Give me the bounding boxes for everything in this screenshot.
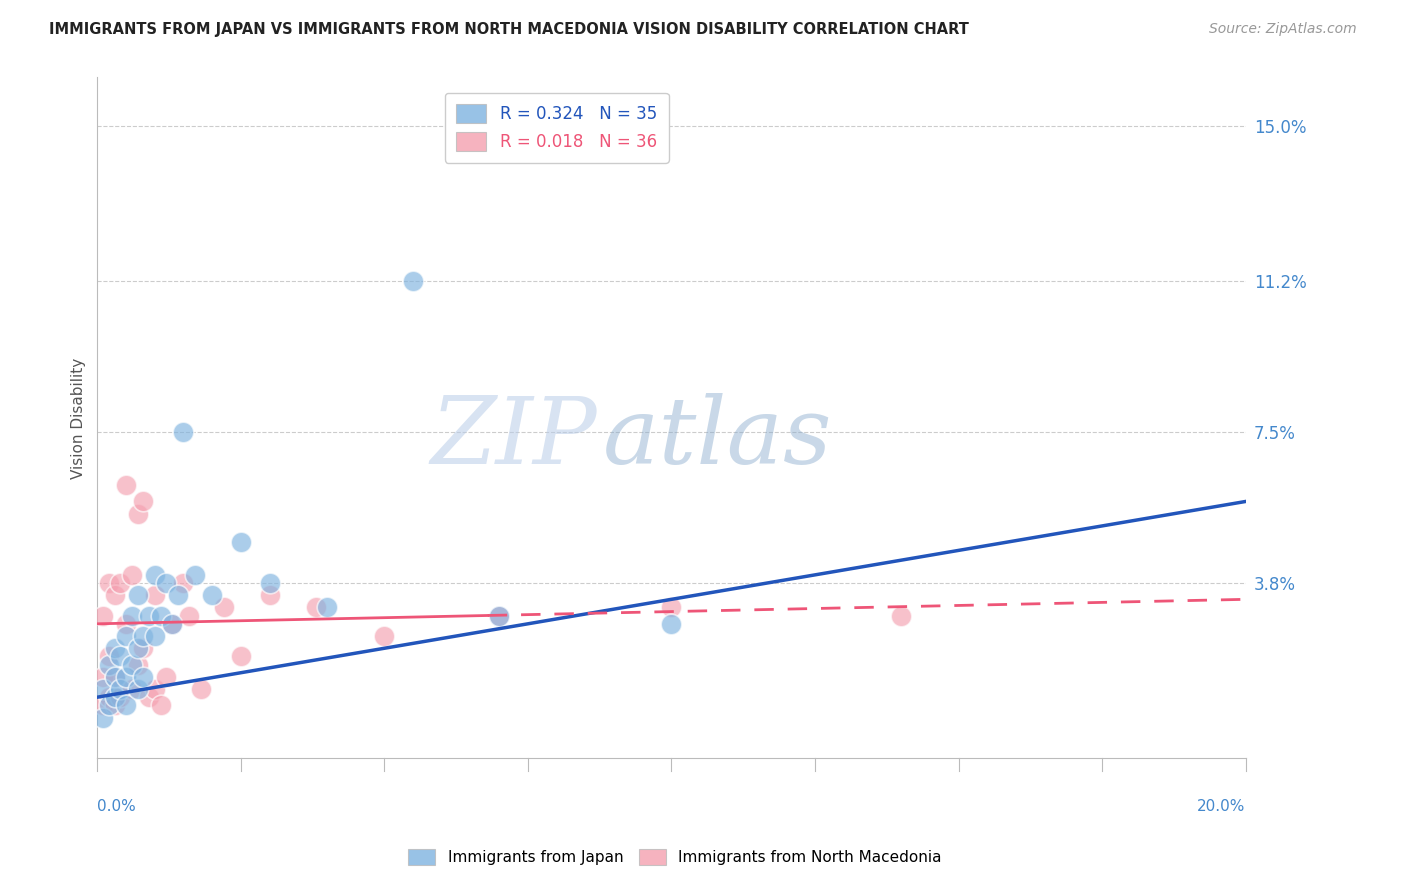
- Text: atlas: atlas: [603, 393, 832, 483]
- Point: [304, 600, 326, 615]
- Point: [91, 608, 114, 623]
- Point: [132, 629, 155, 643]
- Point: [110, 681, 132, 696]
- Point: [91, 710, 114, 724]
- Point: [97, 690, 120, 705]
- Point: [103, 698, 125, 713]
- Text: Source: ZipAtlas.com: Source: ZipAtlas.com: [1209, 22, 1357, 37]
- Point: [155, 670, 177, 684]
- Point: [121, 657, 143, 672]
- Point: [110, 649, 132, 664]
- Point: [97, 576, 120, 591]
- Point: [160, 616, 183, 631]
- Point: [160, 616, 183, 631]
- Point: [661, 616, 683, 631]
- Point: [115, 670, 138, 684]
- Point: [132, 494, 155, 508]
- Point: [661, 600, 683, 615]
- Point: [127, 657, 149, 672]
- Point: [259, 576, 281, 591]
- Point: [259, 588, 281, 602]
- Point: [143, 567, 166, 582]
- Point: [143, 681, 166, 696]
- Point: [127, 641, 149, 656]
- Point: [103, 670, 125, 684]
- Point: [229, 649, 252, 664]
- Point: [132, 670, 155, 684]
- Point: [110, 576, 132, 591]
- Point: [115, 698, 138, 713]
- Point: [184, 567, 207, 582]
- Point: [91, 698, 114, 713]
- Text: 20.0%: 20.0%: [1197, 799, 1246, 814]
- Text: ZIP: ZIP: [430, 393, 596, 483]
- Point: [179, 608, 201, 623]
- Point: [103, 670, 125, 684]
- Point: [488, 608, 510, 623]
- Point: [121, 608, 143, 623]
- Point: [115, 629, 138, 643]
- Point: [127, 681, 149, 696]
- Point: [316, 600, 339, 615]
- Point: [155, 576, 177, 591]
- Point: [201, 588, 224, 602]
- Point: [229, 535, 252, 549]
- Point: [149, 698, 172, 713]
- Point: [143, 588, 166, 602]
- Point: [149, 608, 172, 623]
- Point: [115, 478, 138, 492]
- Point: [91, 681, 114, 696]
- Point: [97, 649, 120, 664]
- Point: [402, 274, 425, 288]
- Point: [91, 670, 114, 684]
- Point: [138, 608, 160, 623]
- Point: [110, 690, 132, 705]
- Point: [488, 608, 510, 623]
- Y-axis label: Vision Disability: Vision Disability: [72, 358, 86, 478]
- Point: [121, 681, 143, 696]
- Point: [97, 698, 120, 713]
- Point: [373, 629, 395, 643]
- Point: [190, 681, 212, 696]
- Point: [103, 641, 125, 656]
- Point: [172, 576, 194, 591]
- Point: [103, 588, 125, 602]
- Point: [172, 425, 194, 439]
- Point: [143, 629, 166, 643]
- Point: [212, 600, 235, 615]
- Point: [890, 608, 912, 623]
- Text: IMMIGRANTS FROM JAPAN VS IMMIGRANTS FROM NORTH MACEDONIA VISION DISABILITY CORRE: IMMIGRANTS FROM JAPAN VS IMMIGRANTS FROM…: [49, 22, 969, 37]
- Point: [132, 641, 155, 656]
- Point: [166, 588, 188, 602]
- Text: 0.0%: 0.0%: [97, 799, 136, 814]
- Point: [115, 616, 138, 631]
- Point: [121, 567, 143, 582]
- Point: [127, 507, 149, 521]
- Point: [97, 657, 120, 672]
- Legend: R = 0.324   N = 35, R = 0.018   N = 36: R = 0.324 N = 35, R = 0.018 N = 36: [444, 93, 669, 162]
- Point: [103, 690, 125, 705]
- Point: [127, 588, 149, 602]
- Point: [138, 690, 160, 705]
- Legend: Immigrants from Japan, Immigrants from North Macedonia: Immigrants from Japan, Immigrants from N…: [402, 843, 948, 871]
